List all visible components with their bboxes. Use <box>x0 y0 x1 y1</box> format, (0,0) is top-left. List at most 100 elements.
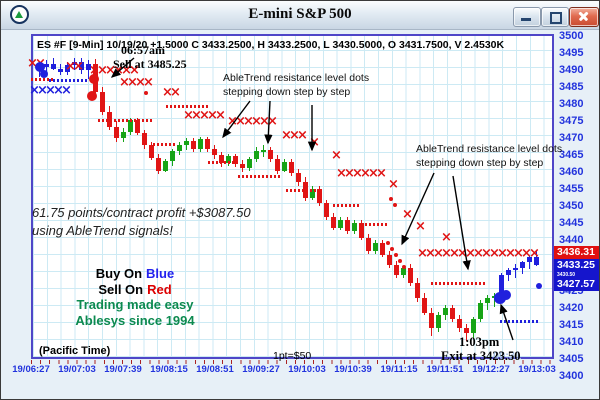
candle-body <box>443 308 448 315</box>
level-dots <box>500 320 539 323</box>
candle-body <box>450 308 455 319</box>
x-mark: × <box>521 246 532 261</box>
level-dots <box>431 282 486 285</box>
signal-dot <box>89 74 99 84</box>
candle-body <box>128 120 133 132</box>
candle-body <box>415 283 420 298</box>
candle-body <box>352 223 357 231</box>
slogan-ablesys: Ablesys since 1994 <box>75 312 195 328</box>
y-axis-label: 3465 <box>559 149 584 161</box>
x-axis-label: 19/11:15 <box>380 364 418 375</box>
candle-body <box>184 141 189 145</box>
minimize-button[interactable] <box>513 7 541 27</box>
slogan-trading: Trading made easy <box>76 297 194 312</box>
x-mark: × <box>441 230 452 245</box>
level-dots <box>31 78 53 81</box>
x-mark: × <box>61 83 72 98</box>
indicator-dot <box>394 253 398 257</box>
candle-body <box>100 92 105 112</box>
x-mark: × <box>331 148 342 163</box>
ablesys-logo-icon <box>10 5 29 24</box>
candle-body <box>527 257 532 262</box>
candle-body <box>429 313 434 328</box>
y-axis-label: 3400 <box>559 370 584 382</box>
candle-body <box>198 139 203 149</box>
close-button[interactable] <box>569 7 599 27</box>
candle-body <box>261 150 266 152</box>
x-mark: × <box>135 75 146 90</box>
indicator-dot <box>389 197 393 201</box>
candle-body <box>86 64 91 70</box>
x-mark: × <box>127 75 138 90</box>
y-axis-label: 3490 <box>559 64 584 76</box>
candle-body <box>359 223 364 238</box>
candle-body <box>226 156 231 163</box>
level-dots <box>49 79 87 82</box>
x-mark: × <box>119 75 130 90</box>
logo-triangle-icon <box>15 11 23 18</box>
signal-dot <box>501 290 511 300</box>
price-tag: 3427.57 <box>554 278 599 291</box>
resistance-annotation-2: AbleTrend resistance level dots stepping… <box>416 143 563 169</box>
x-mark: × <box>89 63 100 78</box>
x-axis-label: 19/12:27 <box>472 364 510 375</box>
level-dots <box>208 161 237 164</box>
x-mark: × <box>425 246 436 261</box>
x-axis-label: 19/08:51 <box>196 364 234 375</box>
level-dots <box>238 175 280 178</box>
candle-body <box>254 151 259 159</box>
maximize-button[interactable] <box>541 7 569 27</box>
profit-annotation: 61.75 points/contract profit +$3087.50 u… <box>32 205 251 238</box>
x-axis-label: 19/11:51 <box>426 364 464 375</box>
candle-body <box>464 328 469 333</box>
title-bar[interactable]: E-mini S&P 500 <box>1 1 599 30</box>
y-axis-label: 3475 <box>559 115 584 127</box>
blue-word: Blue <box>146 266 175 281</box>
signal-dot <box>536 283 542 289</box>
indicator-dot <box>386 241 390 245</box>
x-mark: × <box>402 207 413 222</box>
candle-body <box>296 173 301 182</box>
sell-price: Sell at 3485.25 <box>113 57 187 71</box>
x-axis-ticks <box>31 360 554 364</box>
x-mark: × <box>65 59 76 74</box>
signal-dot <box>40 70 48 78</box>
candle-body <box>177 145 182 151</box>
x-mark: × <box>505 246 516 261</box>
x-mark: × <box>281 128 292 143</box>
candle-body <box>240 164 245 168</box>
x-mark: × <box>215 108 226 123</box>
x-mark: × <box>368 166 379 181</box>
level-dots <box>333 204 359 207</box>
buy-on-blue-line: Buy On Blue <box>95 266 175 281</box>
candle-body <box>338 220 343 228</box>
x-mark: × <box>45 83 56 98</box>
y-axis-label: 3455 <box>559 183 584 195</box>
x-mark: × <box>433 246 444 261</box>
candle-body <box>394 265 399 275</box>
candle-body <box>499 275 504 296</box>
candle-body <box>485 298 490 303</box>
x-axis-label: 19/07:39 <box>104 364 142 375</box>
candle-body <box>51 64 56 69</box>
x-mark: × <box>259 114 270 129</box>
candle-body <box>44 64 49 67</box>
candle-body <box>191 141 196 149</box>
y-axis-label: 3495 <box>559 47 584 59</box>
x-mark: × <box>473 246 484 261</box>
x-axis-label: 19/10:03 <box>288 364 326 375</box>
x-axis-label: 19/10:39 <box>334 364 372 375</box>
candle-body <box>373 243 378 251</box>
candle-wick <box>529 256 530 269</box>
candle-body <box>65 65 70 72</box>
maximize-icon <box>550 12 562 24</box>
x-mark: × <box>170 85 181 100</box>
x-axis-label: 19/07:03 <box>58 364 96 375</box>
faint-text: 00:31 <box>493 350 522 362</box>
price-tag: 3433.25 <box>554 259 599 272</box>
x-mark: × <box>497 246 508 261</box>
candle-body <box>331 217 336 228</box>
candle-body <box>121 132 126 138</box>
y-axis-label: 3420 <box>559 302 584 314</box>
x-mark: × <box>441 246 452 261</box>
